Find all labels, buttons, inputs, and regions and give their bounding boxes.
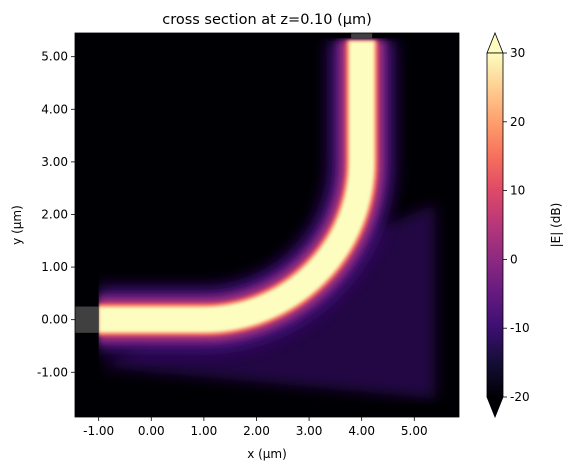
plot-frame — [74, 32, 460, 418]
x-tick-label: 5.00 — [401, 424, 428, 438]
colorbar-tick-label: 10 — [510, 184, 525, 198]
colorbar-tick-label: 20 — [510, 115, 525, 129]
input-port-block — [75, 306, 99, 333]
x-tick-label: 3.00 — [296, 424, 323, 438]
colorbar-tick-label: 30 — [510, 46, 525, 60]
x-tick-label: 0.00 — [138, 424, 165, 438]
output-port-block — [351, 33, 373, 39]
plot-area — [75, 33, 459, 417]
y-tick-label: 2.00 — [41, 207, 68, 221]
y-tick-label: 0.00 — [41, 313, 68, 327]
y-tick-label: 3.00 — [41, 155, 68, 169]
colorbar-extend-top — [486, 31, 504, 54]
x-tick-label: 1.00 — [191, 424, 218, 438]
x-axis: -1.00 0.00 1.00 2.00 3.00 4.00 5.00 — [83, 417, 428, 438]
colorbar-tick-label: 0 — [510, 252, 518, 266]
colorbar-gradient — [486, 52, 504, 398]
y-axis-label: y (μm) — [10, 205, 24, 245]
field-top-boundary — [75, 33, 459, 39]
y-axis: -1.00 0.00 1.00 2.00 3.00 4.00 5.00 — [37, 50, 75, 379]
y-tick-label: -1.00 — [37, 365, 68, 379]
x-tick-label: 2.00 — [243, 424, 270, 438]
x-tick-label: 4.00 — [348, 424, 375, 438]
x-axis-label: x (μm) — [247, 447, 287, 461]
chart-title: cross section at z=0.10 (μm) — [162, 12, 372, 28]
y-tick-label: 4.00 — [41, 102, 68, 116]
field-core — [98, 40, 375, 333]
colorbar-tick-label: -20 — [510, 390, 530, 404]
x-tick-label: -1.00 — [83, 424, 114, 438]
colorbar-label: |E| (dB) — [549, 203, 563, 248]
colorbar-tick-label: -10 — [510, 321, 530, 335]
y-tick-label: 1.00 — [41, 260, 68, 274]
colorbar-ticks: -20 -10 0 10 20 30 — [503, 46, 530, 404]
y-tick-label: 5.00 — [41, 50, 68, 64]
field-left-boundary — [75, 33, 99, 417]
field-bottom-boundary — [75, 403, 459, 417]
field-heatmap — [75, 33, 459, 417]
colorbar-extend-bottom — [486, 396, 504, 419]
colorbar: -20 -10 0 10 20 30 |E| (dB) — [486, 31, 563, 419]
